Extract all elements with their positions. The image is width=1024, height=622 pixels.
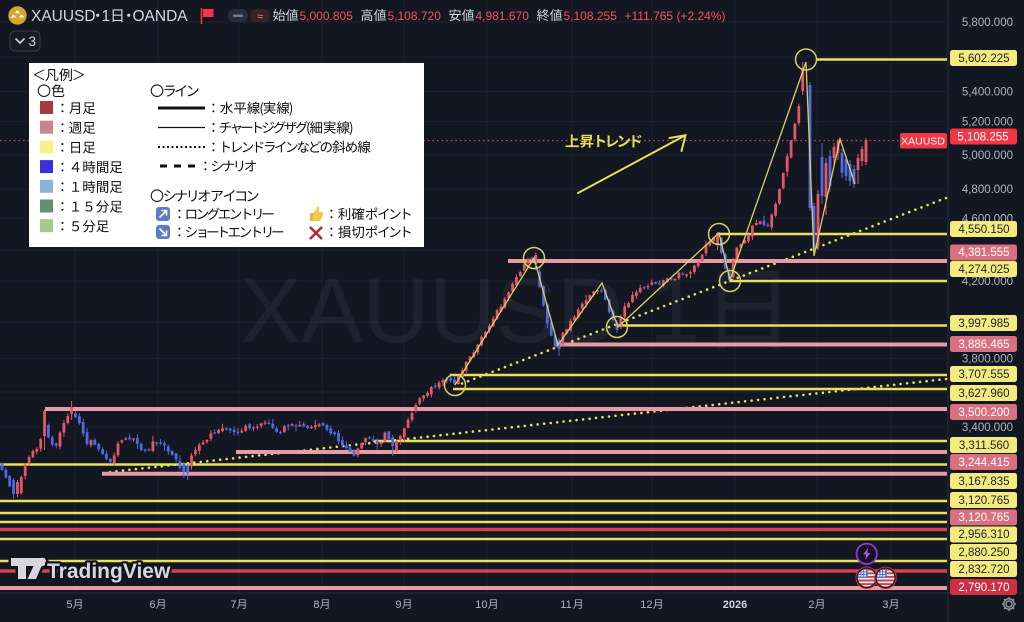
- svg-text:2,956.310: 2,956.310: [958, 529, 1009, 541]
- svg-text:3,167.835: 3,167.835: [958, 476, 1009, 488]
- svg-text:4,550.150: 4,550.150: [958, 224, 1009, 236]
- svg-text:5,400.000: 5,400.000: [962, 87, 1013, 99]
- svg-text:5,000.000: 5,000.000: [962, 150, 1013, 162]
- svg-text:3,707.555: 3,707.555: [958, 369, 1009, 381]
- svg-text:5,108.255: 5,108.255: [564, 9, 618, 23]
- svg-text:2,880.250: 2,880.250: [958, 547, 1009, 559]
- svg-text:3,627.960: 3,627.960: [958, 388, 1009, 400]
- svg-text:4,200.000: 4,200.000: [962, 276, 1013, 288]
- svg-text:3,800.000: 3,800.000: [962, 354, 1013, 366]
- svg-text:5,000.805: 5,000.805: [300, 9, 354, 23]
- svg-text:3,886.465: 3,886.465: [958, 339, 1009, 351]
- svg-text:3,311.560: 3,311.560: [959, 440, 1009, 452]
- svg-text:TradingView: TradingView: [47, 560, 171, 583]
- svg-text:XAUUSD: XAUUSD: [31, 8, 96, 25]
- svg-text:3: 3: [882, 599, 888, 611]
- svg-text:12: 12: [640, 599, 652, 611]
- svg-text:XAUUSD 1: XAUUSD 1: [240, 260, 700, 362]
- svg-text:4,800.000: 4,800.000: [962, 184, 1013, 196]
- svg-text:3,500.200: 3,500.200: [958, 407, 1009, 419]
- svg-text:11: 11: [560, 599, 571, 611]
- svg-text:4,381.555: 4,381.555: [958, 247, 1009, 259]
- svg-text:XAUUSD: XAUUSD: [901, 136, 945, 148]
- svg-text:≈: ≈: [257, 11, 263, 23]
- svg-text:1: 1: [102, 8, 111, 25]
- svg-text:3,120.765: 3,120.765: [958, 495, 1009, 507]
- svg-text:4,981.670: 4,981.670: [476, 9, 530, 23]
- svg-text:+111.765 (+2.24%): +111.765 (+2.24%): [625, 9, 726, 23]
- svg-text:7: 7: [230, 599, 236, 611]
- svg-text:3,120.765: 3,120.765: [958, 512, 1009, 524]
- svg-text:5,108.720: 5,108.720: [388, 9, 442, 23]
- svg-text:5,800.000: 5,800.000: [962, 17, 1013, 29]
- svg-text:10: 10: [475, 599, 487, 611]
- svg-text:5: 5: [66, 599, 72, 611]
- svg-text:3: 3: [29, 34, 37, 49]
- svg-text:3,244.415: 3,244.415: [958, 457, 1009, 469]
- svg-text:3,997.985: 3,997.985: [958, 318, 1009, 330]
- svg-text:4,274.025: 4,274.025: [958, 264, 1009, 276]
- svg-text:9: 9: [395, 599, 401, 611]
- svg-text:2026: 2026: [723, 599, 747, 611]
- svg-text:2: 2: [808, 599, 814, 611]
- svg-text:5,108.255: 5,108.255: [957, 132, 1008, 144]
- svg-text:2,790.170: 2,790.170: [958, 582, 1009, 594]
- svg-text:5,602.225: 5,602.225: [958, 53, 1009, 65]
- svg-text:5,200.000: 5,200.000: [962, 117, 1013, 129]
- svg-text:3,400.000: 3,400.000: [962, 422, 1013, 434]
- svg-text:8: 8: [313, 599, 319, 611]
- svg-text:2,832.720: 2,832.720: [958, 564, 1009, 576]
- svg-text:OANDA: OANDA: [133, 8, 189, 25]
- svg-text:6: 6: [149, 599, 155, 611]
